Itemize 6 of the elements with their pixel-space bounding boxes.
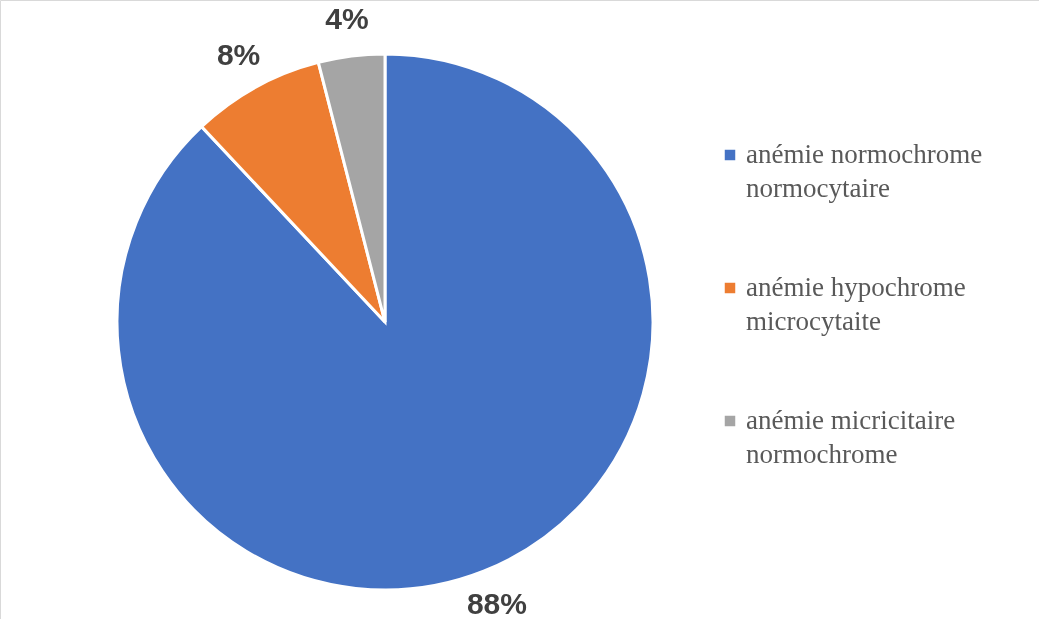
data-label: 8% xyxy=(216,37,261,71)
legend-label: anémie micricitaire normochrome xyxy=(746,405,956,469)
data-label: 88% xyxy=(466,586,527,620)
legend-label: anémie normochrome normocytaire xyxy=(746,139,983,203)
data-label: 4% xyxy=(325,2,369,36)
legend-label: anémie hypochrome microcytaite xyxy=(746,272,966,336)
